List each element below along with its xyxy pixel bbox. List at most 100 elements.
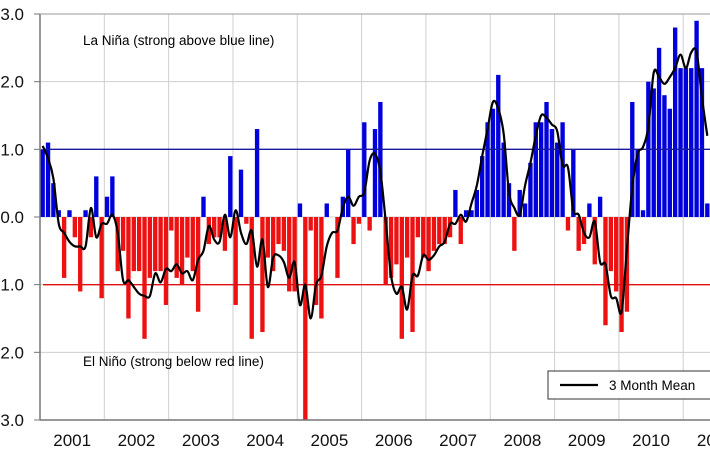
bar — [694, 20, 699, 218]
bar — [662, 95, 667, 217]
x-tick-label: 2002 — [118, 431, 156, 450]
x-tick-labels: 2001 2002 2003 2004 2005 2006 2007 2008 2009 2010… — [53, 431, 710, 450]
bar — [115, 217, 120, 272]
bar — [560, 122, 565, 217]
bar — [94, 176, 99, 217]
three-month-mean-line — [41, 47, 709, 320]
bar — [40, 149, 45, 217]
bar — [394, 217, 399, 265]
bar — [110, 176, 115, 217]
bar — [683, 68, 689, 217]
bar — [265, 217, 270, 258]
bar — [104, 196, 110, 217]
bar — [549, 129, 555, 217]
bar — [501, 142, 506, 217]
bar — [201, 196, 206, 217]
bar — [544, 101, 549, 217]
bar — [614, 217, 619, 292]
bar — [678, 68, 683, 217]
y-tick-label: 0.0 — [0, 208, 24, 227]
bar — [206, 217, 212, 245]
bar — [689, 68, 694, 217]
bar — [597, 196, 603, 217]
bar — [506, 183, 512, 217]
bar — [592, 217, 597, 265]
bar — [179, 217, 185, 285]
bar — [699, 68, 705, 217]
bar — [672, 27, 678, 218]
bar — [233, 217, 238, 305]
bar — [469, 210, 474, 217]
bar — [651, 88, 656, 217]
x-tick-label: 2010 — [632, 431, 670, 450]
threshold-lines — [43, 148, 710, 286]
bar — [67, 210, 72, 217]
y-tick-label: 3.0 — [0, 411, 24, 430]
y-tick-label: 2.0 — [0, 73, 24, 92]
bar — [308, 217, 313, 231]
bar — [195, 217, 201, 312]
bar — [383, 217, 388, 285]
bar — [319, 217, 324, 319]
bar — [356, 217, 362, 224]
bar — [313, 217, 319, 305]
bar — [136, 217, 142, 272]
x-tick-label: 2009 — [568, 431, 606, 450]
bar — [222, 217, 228, 251]
bar — [367, 217, 372, 231]
la-nina-annotation: La Niña (strong above blue line) — [83, 33, 274, 48]
x-tick-label: 2004 — [246, 431, 284, 450]
bar — [619, 217, 624, 333]
bar — [453, 189, 458, 217]
bar — [335, 217, 340, 278]
y-tick-label: 1.0 — [0, 276, 24, 295]
bar — [480, 156, 485, 217]
bar — [72, 217, 78, 238]
legend-label: 3 Month Mean — [609, 378, 695, 393]
bar — [287, 217, 292, 292]
bar — [528, 162, 533, 217]
bar — [324, 203, 329, 217]
bar — [292, 217, 297, 292]
bar — [538, 122, 544, 217]
bar — [437, 217, 442, 245]
bar — [705, 203, 710, 217]
y-tick-labels: 3.0 2.0 1.0 0.0 1.0 2.0 3.0 — [0, 5, 40, 430]
bar — [555, 142, 560, 217]
bar — [131, 217, 136, 272]
bar — [474, 189, 480, 217]
bar — [490, 108, 496, 217]
bar — [421, 217, 426, 258]
bar — [388, 217, 394, 278]
y-tick-label: 3.0 — [0, 5, 24, 24]
bar — [512, 217, 517, 251]
bar — [260, 217, 265, 333]
bar — [276, 217, 281, 245]
bar — [217, 217, 222, 238]
bar — [185, 217, 190, 258]
bar — [522, 203, 528, 217]
bar — [126, 217, 131, 319]
bar — [174, 217, 179, 278]
bar — [426, 217, 431, 272]
bar — [158, 217, 163, 272]
x-tick-label: 2008 — [503, 431, 541, 450]
bar — [624, 217, 630, 312]
bar — [142, 217, 147, 339]
bar — [442, 217, 447, 245]
el-nino-annotation: El Niño (strong below red line) — [83, 354, 264, 369]
bar — [576, 217, 581, 251]
y-tick-label: 2.0 — [0, 343, 24, 362]
bar — [571, 149, 576, 217]
bar — [238, 169, 244, 217]
bar — [244, 217, 249, 224]
bar — [61, 217, 67, 278]
x-tick-label: 2006 — [375, 431, 413, 450]
bar — [415, 217, 421, 238]
bar — [163, 217, 169, 305]
legend: 3 Month Mean — [547, 370, 710, 400]
bar — [635, 149, 640, 217]
x-tick-label: 2007 — [439, 431, 477, 450]
bar — [83, 210, 88, 217]
